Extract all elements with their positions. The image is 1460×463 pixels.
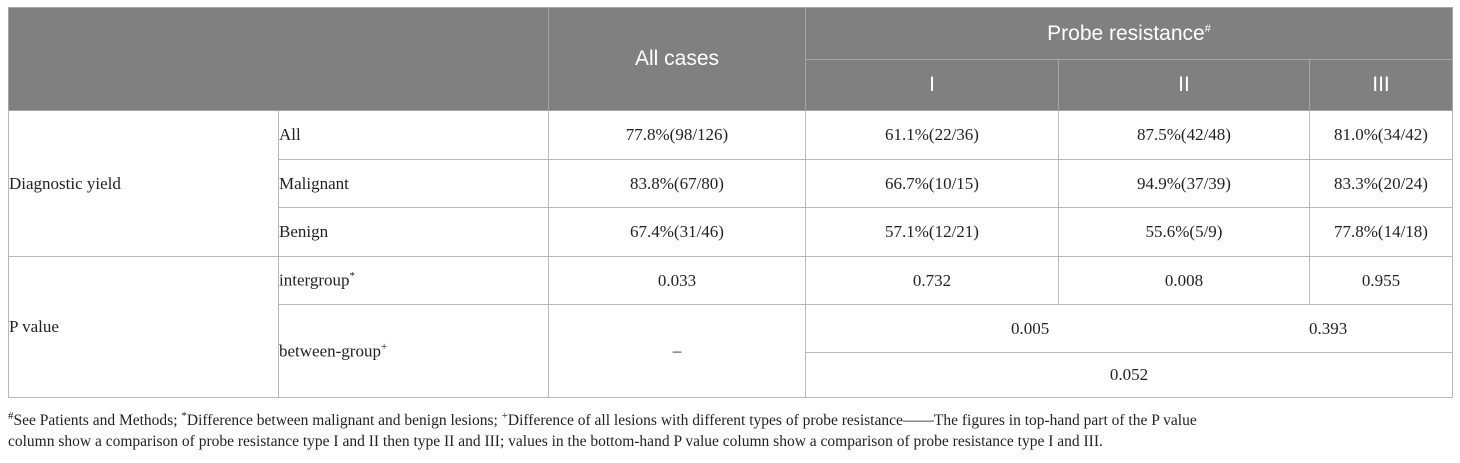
p-value-label: P value — [8, 256, 279, 398]
cell-all-cases: 77.8%(98/126) — [548, 110, 806, 160]
table-row: between-group+ – 0.005 0.393 — [9, 304, 1453, 398]
cell-all-cases: 0.033 — [548, 256, 806, 305]
header-type-iii: III — [1309, 59, 1453, 111]
cell-all-cases: 83.8%(67/80) — [548, 159, 806, 208]
table-container: All cases Probe resistance# I II III Dia… — [8, 7, 1453, 398]
row-label-all: All — [278, 110, 549, 160]
cell-type-i: 0.732 — [805, 256, 1059, 305]
footnote-text-1: See Patients and Methods; — [13, 412, 182, 430]
cell-all-cases: 67.4%(31/46) — [548, 207, 806, 257]
cell-type-i: 66.7%(10/15) — [805, 159, 1059, 208]
table-row: Malignant 83.8%(67/80) 66.7%(10/15) 94.9… — [9, 159, 1453, 208]
cell-between-group-pairs: 0.005 0.393 — [805, 304, 1453, 353]
cell-type-ii: 94.9%(37/39) — [1058, 159, 1310, 208]
cell-type-ii: 55.6%(5/9) — [1058, 207, 1310, 257]
table-row: P value intergroup* 0.033 0.732 0.008 0.… — [8, 256, 1453, 398]
footnote-line-1: #See Patients and Methods; *Difference b… — [8, 406, 1452, 431]
header-all-cases: All cases — [548, 7, 806, 111]
cell-type-iii: 0.955 — [1309, 256, 1453, 305]
cell-type-i: 57.1%(12/21) — [805, 207, 1059, 257]
row-label-intergroup: intergroup* — [278, 256, 549, 305]
diagnostic-yield-label: Diagnostic yield — [8, 110, 279, 257]
table-row: Diagnostic yield All 77.8%(98/126) 61.1%… — [8, 110, 1453, 257]
cell-type-iii: 77.8%(14/18) — [1309, 207, 1453, 257]
intergroup-mark: * — [349, 270, 356, 283]
between-group-mark: + — [380, 340, 388, 353]
row-label-malignant: Malignant — [278, 159, 549, 208]
footnote-text-3: Difference of all lesions with different… — [507, 412, 1197, 430]
header-type-ii: II — [1058, 59, 1310, 111]
header-type-i: I — [805, 59, 1059, 111]
footnote-mark-hash: # — [8, 410, 14, 422]
row-label-between-group: between-group+ — [278, 304, 549, 398]
header-empty-cell — [8, 7, 549, 111]
row-label-benign: Benign — [278, 207, 549, 257]
footnote-line-2: column show a comparison of probe resist… — [8, 433, 1103, 451]
header-probe-mark: # — [1204, 22, 1211, 35]
p-value-i-vs-iii: 0.052 — [805, 352, 1453, 398]
intergroup-label: intergroup — [279, 270, 350, 290]
cell-all-cases: – — [548, 304, 806, 398]
header-probe-resistance-label: Probe resistance — [1047, 21, 1205, 45]
header-probe-resistance: Probe resistance# — [805, 7, 1453, 60]
cell-type-iii: 83.3%(20/24) — [1309, 159, 1453, 208]
table-footnote: #See Patients and Methods; *Difference b… — [8, 406, 1452, 452]
results-table: All cases Probe resistance# I II III Dia… — [8, 7, 1453, 398]
footnote-text-2: Difference between malignant and benign … — [186, 412, 502, 430]
cell-type-iii: 81.0%(34/42) — [1309, 110, 1453, 160]
table-row: 0.052 — [9, 352, 1453, 398]
cell-type-ii: 0.008 — [1058, 256, 1310, 305]
p-value-i-vs-ii: 0.005 — [1011, 319, 1050, 338]
cell-type-ii: 87.5%(42/48) — [1058, 110, 1310, 160]
table-row: Benign 67.4%(31/46) 57.1%(12/21) 55.6%(5… — [9, 207, 1453, 257]
p-value-ii-vs-iii: 0.393 — [1309, 319, 1348, 338]
footnote-mark-plus: + — [501, 410, 508, 422]
cell-type-i: 61.1%(22/36) — [805, 110, 1059, 160]
between-group-label: between-group — [279, 341, 381, 361]
footnote-mark-star: * — [181, 410, 187, 422]
